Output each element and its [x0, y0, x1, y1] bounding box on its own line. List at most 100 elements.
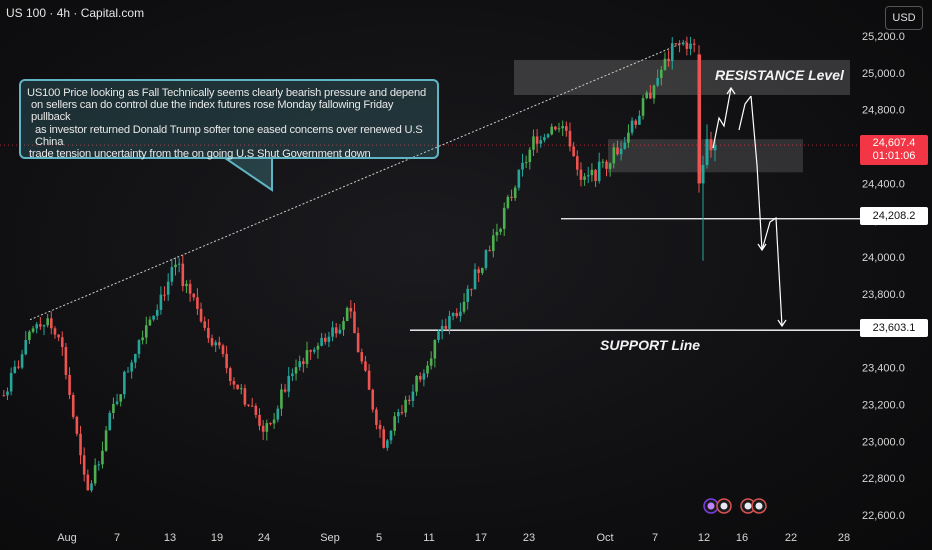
candle-body	[50, 318, 53, 329]
candle-body	[294, 367, 298, 374]
y-tick-label: 23,400.0	[862, 363, 905, 375]
candle-body	[499, 228, 502, 232]
y-tick-label: 25,200.0	[862, 31, 905, 43]
projection-arrow-down-2	[761, 216, 783, 327]
candle-body	[546, 134, 550, 138]
candle-body	[228, 368, 232, 382]
x-tick-label: 5	[376, 532, 382, 544]
candle-body	[590, 169, 594, 176]
candle-body	[619, 148, 623, 155]
candle-body	[586, 175, 590, 177]
candle-body	[17, 366, 20, 368]
candle-body	[64, 347, 68, 375]
candle-body	[386, 440, 389, 448]
candle-body	[338, 329, 342, 334]
candle-body	[404, 399, 407, 413]
candle-body	[272, 419, 276, 424]
candle-body	[356, 333, 360, 353]
candle-body	[155, 309, 159, 316]
candle-body	[225, 354, 228, 369]
candle-body	[400, 412, 404, 414]
candle-body	[261, 425, 265, 432]
event-icon-dot	[720, 502, 728, 510]
candle-body	[203, 321, 207, 328]
x-tick-label: Sep	[320, 532, 340, 544]
candle-body	[86, 474, 90, 491]
resistance-price-tag: 24,208.2	[860, 207, 928, 225]
candle-body	[13, 366, 17, 373]
candle-body	[46, 318, 49, 326]
candle-body	[79, 433, 82, 456]
resistance-level-label: RESISTANCE Level	[715, 67, 844, 83]
candle-body	[126, 371, 130, 373]
candle-body	[170, 267, 174, 282]
candle-countdown: 01:01:06	[872, 150, 916, 162]
candle-body	[554, 126, 557, 130]
candle-body	[510, 196, 513, 198]
candle-body	[543, 137, 546, 141]
candle-body	[612, 147, 616, 164]
candle-body	[426, 365, 429, 374]
candle-body	[269, 423, 272, 425]
candle-body	[148, 319, 152, 326]
candle-body	[634, 120, 638, 125]
event-icon-dot	[744, 502, 752, 510]
candle-body	[345, 307, 349, 322]
y-tick-label: 23,800.0	[862, 289, 905, 301]
candle-body	[327, 336, 331, 342]
projection-arrow-up-1	[712, 87, 732, 149]
candle-body	[630, 120, 634, 133]
candle-body	[298, 361, 301, 368]
candle-body	[692, 43, 696, 45]
resistance-zone	[514, 59, 850, 95]
candle-body	[353, 311, 356, 334]
candle-body	[550, 126, 554, 135]
candle-body	[605, 161, 608, 169]
candle-body	[689, 43, 692, 49]
candle-body	[82, 455, 86, 475]
candle-body	[57, 334, 60, 338]
candle-body	[422, 373, 426, 380]
candle-body	[6, 391, 9, 396]
candle-body	[371, 389, 375, 410]
candle-body	[207, 327, 210, 339]
candle-body	[28, 331, 31, 341]
currency-button[interactable]: USD	[885, 6, 923, 30]
candle-body	[524, 162, 528, 164]
candle-body	[502, 207, 506, 229]
candle-body	[177, 263, 181, 265]
event-icon-dot	[707, 502, 715, 510]
candle-body	[364, 361, 367, 371]
candle-body	[685, 42, 689, 49]
candle-body	[342, 321, 345, 330]
candle-body	[594, 169, 597, 182]
event-icon-dot	[755, 502, 763, 510]
projection-arrow-down-1	[750, 95, 763, 251]
candle-body	[35, 324, 38, 329]
callout-line-2: on sellers can do control due the index …	[31, 99, 394, 124]
x-tick-label: Oct	[596, 532, 613, 544]
candle-body	[572, 146, 575, 157]
candle-body	[309, 350, 312, 352]
y-tick-label: 23,200.0	[862, 399, 905, 411]
candle-body	[433, 339, 437, 359]
candle-body	[214, 342, 217, 346]
candle-body	[302, 361, 305, 364]
candle-body	[641, 98, 645, 116]
candle-body	[411, 391, 415, 401]
x-tick-label: 13	[164, 532, 176, 544]
candle-body	[239, 388, 243, 390]
candle-body	[254, 405, 258, 415]
candle-body	[166, 281, 170, 295]
candle-body	[535, 136, 539, 144]
candle-body	[670, 43, 674, 62]
candle-body	[218, 342, 221, 346]
candle-body	[528, 149, 532, 163]
candle-body	[210, 338, 214, 346]
candle-body	[60, 337, 64, 348]
candle-body	[199, 308, 203, 322]
candle-body	[532, 136, 535, 150]
candle-body	[378, 424, 382, 430]
y-tick-label: 24,400.0	[862, 178, 905, 190]
